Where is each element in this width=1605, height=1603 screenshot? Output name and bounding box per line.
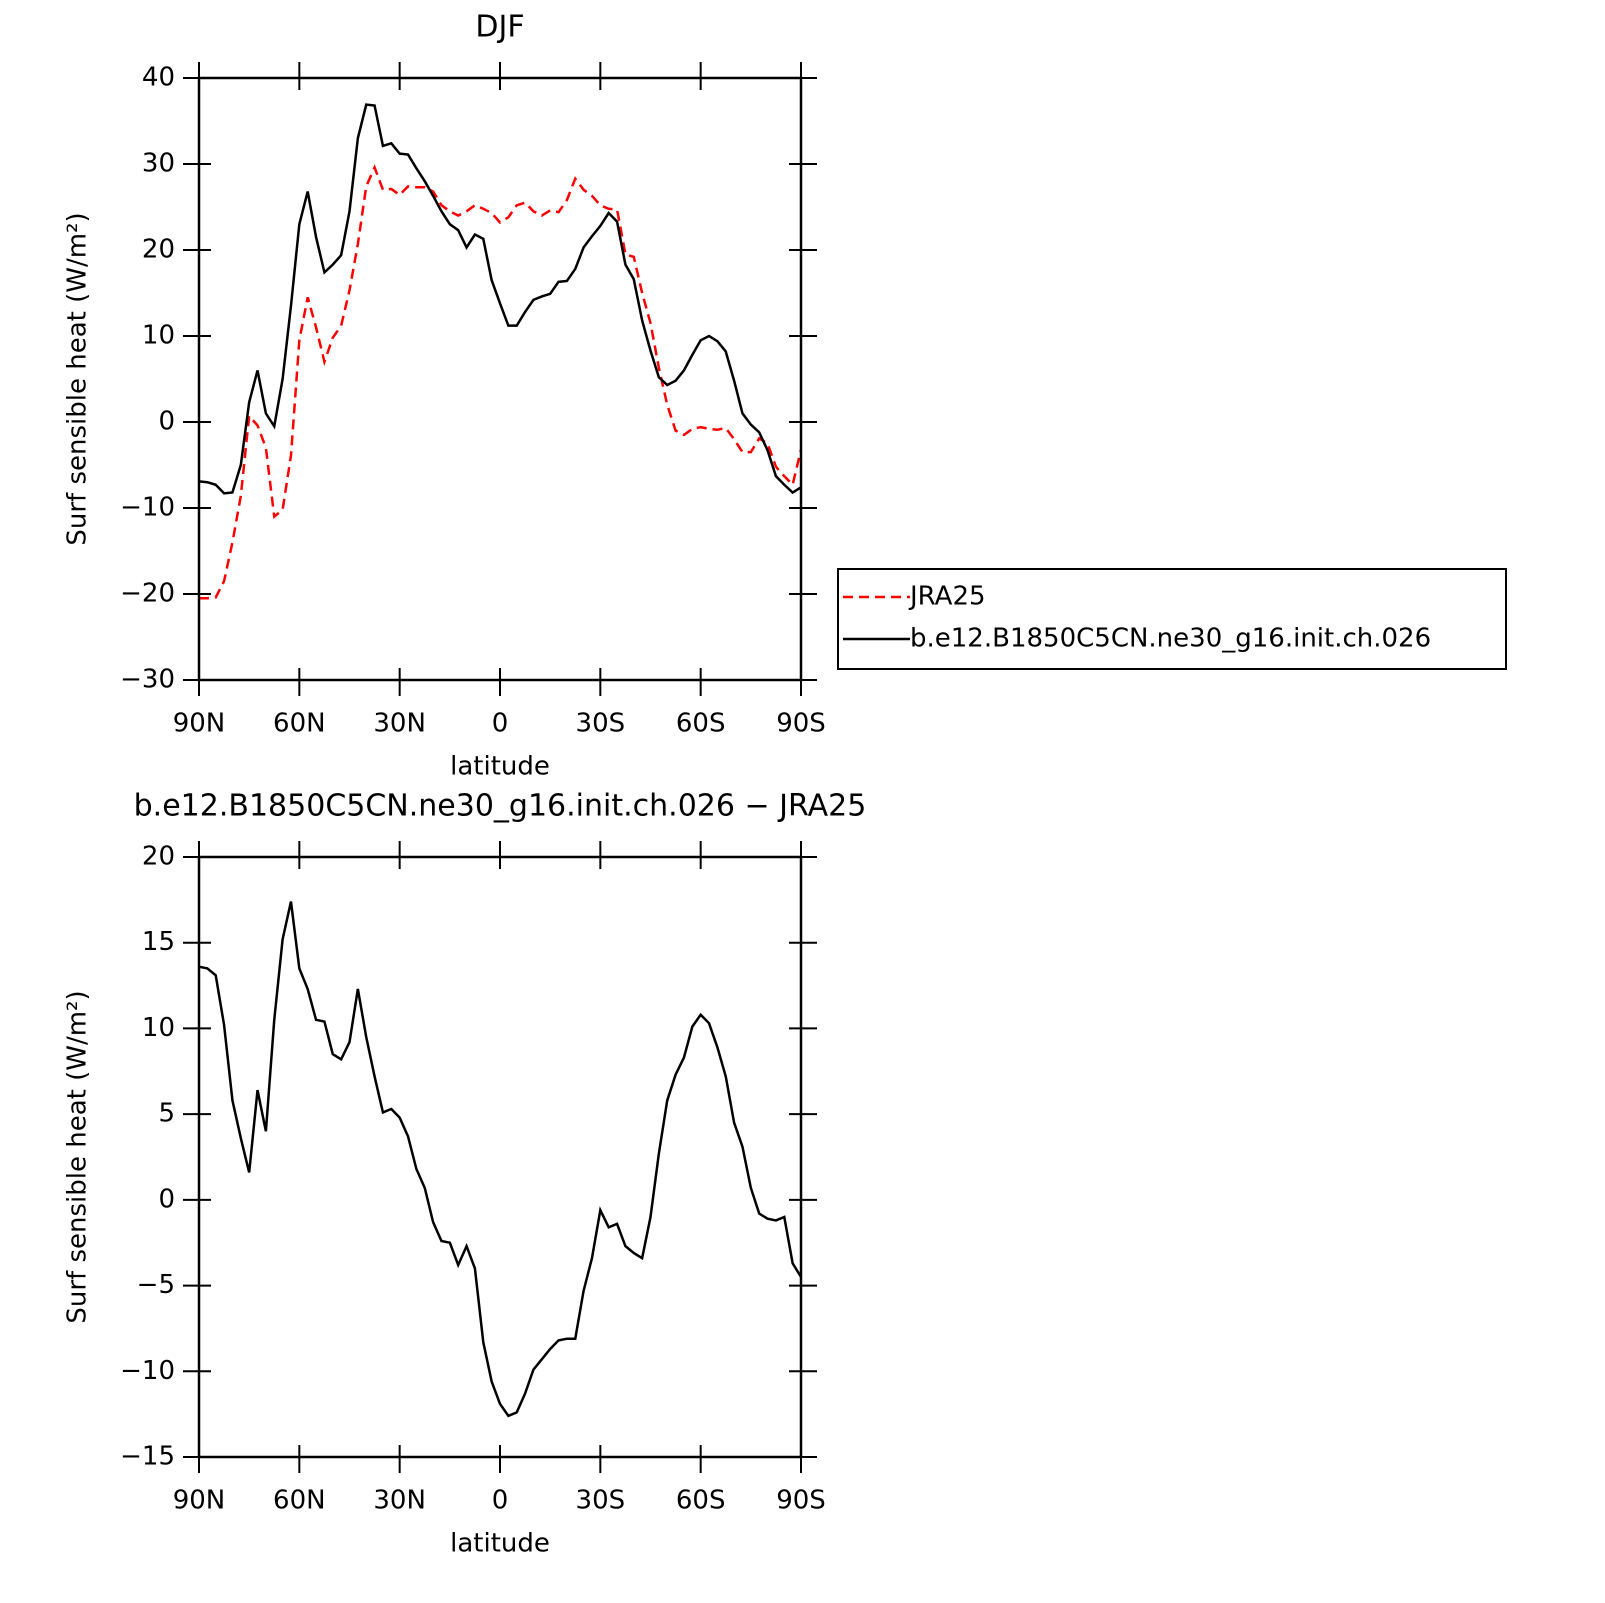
x-tick-label: 30S (576, 1486, 626, 1516)
y-tick-label: 40 (142, 63, 175, 93)
chart-title: DJF (475, 10, 524, 45)
plot-frame (197, 855, 803, 1459)
x-tick-label: 30N (373, 1486, 426, 1516)
plot-frame (197, 76, 803, 682)
y-tick-label: −15 (120, 1442, 175, 1472)
x-axis-label: latitude (450, 752, 550, 782)
x-tick-label: 0 (492, 709, 509, 739)
x-tick-label: 90S (776, 1486, 826, 1516)
x-tick-label: 90N (173, 1486, 226, 1516)
x-tick-label: 90N (173, 709, 226, 739)
y-axis-label: Surf sensible heat (W/m²) (63, 212, 93, 545)
legend-box (837, 568, 1507, 670)
x-tick-label: 60N (273, 1486, 326, 1516)
legend-label: JRA25 (908, 582, 986, 612)
data-line (198, 103, 802, 495)
chart-title: b.e12.B1850C5CN.ne30_g16.init.ch.026 − J… (134, 789, 867, 824)
y-tick-label: −20 (120, 579, 175, 609)
y-tick-label: 30 (142, 149, 175, 179)
x-tick-label: 90S (776, 709, 826, 739)
y-tick-label: 20 (142, 842, 175, 872)
x-tick-label: 30N (373, 709, 426, 739)
y-tick-label: 10 (142, 321, 175, 351)
x-tick-label: 0 (492, 1486, 509, 1516)
y-tick-label: 0 (158, 407, 175, 437)
y-axis-label: Surf sensible heat (W/m²) (63, 990, 93, 1323)
x-tick-label: 60N (273, 709, 326, 739)
y-tick-label: 0 (158, 1184, 175, 1214)
y-tick-label: −10 (120, 1356, 175, 1386)
y-tick-label: 5 (158, 1099, 175, 1129)
y-tick-label: −5 (137, 1270, 175, 1300)
y-tick-label: 10 (142, 1013, 175, 1043)
x-tick-label: 60S (676, 1486, 726, 1516)
y-tick-label: −30 (120, 665, 175, 695)
data-line (198, 901, 803, 1418)
x-tick-label: 60S (676, 709, 726, 739)
y-tick-label: 20 (142, 235, 175, 265)
y-tick-label: 15 (142, 927, 175, 957)
data-line (199, 164, 803, 600)
x-axis-label: latitude (450, 1529, 550, 1559)
y-tick-label: −10 (120, 493, 175, 523)
legend-label: b.e12.B1850C5CN.ne30_g16.init.ch.026 (910, 624, 1431, 654)
x-tick-label: 30S (576, 709, 626, 739)
